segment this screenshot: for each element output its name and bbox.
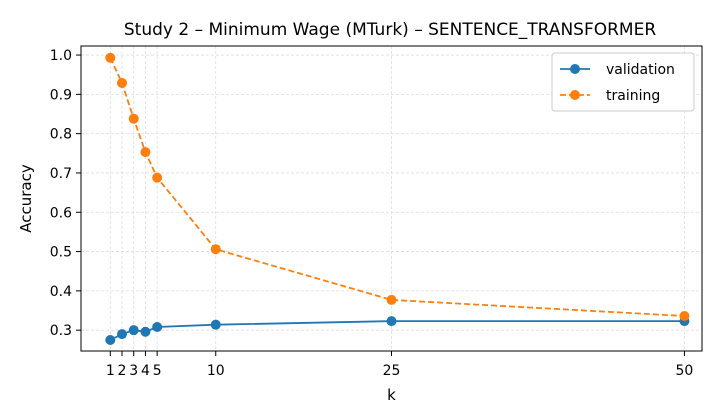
series-validation bbox=[105, 316, 690, 345]
series-training bbox=[105, 52, 690, 322]
training-point bbox=[386, 294, 397, 305]
y-tick-label: 1.0 bbox=[50, 48, 72, 64]
validation-point bbox=[140, 326, 151, 337]
x-tick-label: 3 bbox=[129, 363, 138, 379]
legend-box bbox=[551, 52, 695, 112]
validation-point bbox=[152, 322, 163, 333]
validation-point bbox=[105, 334, 116, 345]
x-tick-label: 25 bbox=[383, 363, 401, 379]
y-tick-label: 0.3 bbox=[50, 323, 72, 339]
y-tick-label: 0.4 bbox=[50, 284, 72, 300]
y-tick-label: 0.6 bbox=[50, 205, 72, 221]
training-point bbox=[152, 172, 163, 183]
y-axis: 0.3 0.4 0.5 0.6 0.7 0.8 0.9 1.0 bbox=[50, 48, 81, 339]
legend: validation training bbox=[551, 52, 695, 112]
y-axis-title: Accuracy bbox=[17, 164, 35, 233]
x-axis-title: k bbox=[387, 386, 396, 404]
validation-point bbox=[117, 329, 128, 340]
x-tick-label: 4 bbox=[141, 363, 150, 379]
validation-point bbox=[386, 316, 397, 327]
chart-title: Study 2 – Minimum Wage (MTurk) – SENTENC… bbox=[124, 20, 656, 40]
y-tick-label: 0.9 bbox=[50, 87, 72, 103]
training-point bbox=[679, 311, 690, 322]
x-tick-label: 2 bbox=[118, 363, 127, 379]
legend-marker-training bbox=[570, 90, 580, 100]
training-line bbox=[109, 57, 685, 317]
x-tick-label: 10 bbox=[207, 363, 225, 379]
validation-point bbox=[210, 319, 221, 330]
training-point bbox=[210, 244, 221, 255]
training-point bbox=[105, 52, 116, 63]
x-tick-label: 50 bbox=[676, 363, 694, 379]
legend-label-validation: validation bbox=[606, 62, 675, 78]
validation-point bbox=[128, 325, 139, 336]
training-point bbox=[117, 77, 128, 88]
training-point bbox=[128, 113, 139, 124]
y-tick-label: 0.7 bbox=[50, 166, 72, 182]
series-layer bbox=[105, 52, 690, 345]
y-tick-label: 0.5 bbox=[50, 245, 72, 261]
training-point bbox=[140, 147, 151, 158]
legend-marker-validation bbox=[570, 64, 580, 74]
x-tick-label: 5 bbox=[153, 363, 162, 379]
legend-label-training: training bbox=[606, 88, 660, 104]
x-axis: 1 2 3 4 5 10 25 50 bbox=[106, 351, 694, 379]
x-tick-label: 1 bbox=[106, 363, 115, 379]
y-tick-label: 0.8 bbox=[50, 127, 72, 143]
